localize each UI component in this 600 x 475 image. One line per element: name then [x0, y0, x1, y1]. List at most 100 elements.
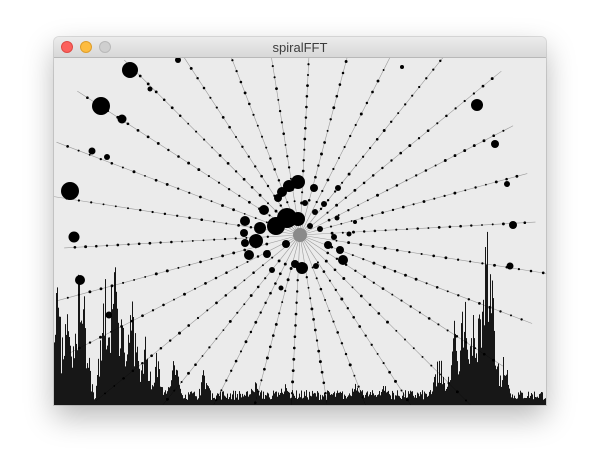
- spiral-outer-dot: [105, 311, 113, 319]
- spiral-dot: [188, 263, 191, 266]
- spiral-dot: [323, 141, 326, 144]
- spectrum-bar: [205, 389, 206, 405]
- spectrum-bar: [496, 369, 497, 405]
- spiral-dot: [225, 222, 228, 225]
- spectrum-bar: [258, 391, 259, 405]
- spiral-dot: [141, 314, 144, 318]
- spiral-dot: [408, 144, 412, 148]
- spectrum-bar: [80, 322, 81, 405]
- spectrum-bar: [123, 327, 124, 405]
- spiral-dot: [335, 94, 339, 98]
- spiral-dot: [357, 204, 360, 207]
- spiral-dot: [266, 235, 269, 238]
- spiral-dot: [399, 151, 403, 155]
- spiral-dot: [372, 281, 375, 284]
- spiral-dot: [417, 137, 421, 140]
- spectrum-bar: [201, 382, 202, 405]
- spiral-dot: [256, 285, 260, 289]
- title-bar[interactable]: spiralFFT: [54, 37, 546, 58]
- spiral-dot: [168, 339, 172, 342]
- spectrum-bar: [252, 390, 253, 405]
- spectrum-bar: [161, 387, 162, 405]
- spiral-dot: [376, 193, 379, 197]
- spiral-dot: [110, 284, 114, 288]
- spectrum-bar: [489, 308, 490, 405]
- spectrum-bar: [256, 383, 257, 405]
- spectrum-bar: [284, 391, 285, 405]
- spectrum-bar: [250, 394, 251, 405]
- spectrum-bar: [497, 366, 498, 405]
- spectrum-bar: [480, 319, 481, 405]
- spiral-dot: [77, 149, 80, 152]
- spiral-dot: [202, 86, 206, 90]
- spiral-dot: [317, 164, 320, 167]
- spectrum-bar: [349, 393, 350, 405]
- spiral-dot: [249, 330, 253, 334]
- spiral-dot: [196, 316, 200, 320]
- spiral-dot: [215, 301, 218, 305]
- spectrum-bar: [165, 390, 166, 405]
- spectrum-bar: [342, 391, 343, 405]
- spectrum-bar: [509, 388, 510, 405]
- spiral-dot: [448, 225, 452, 229]
- spectrum-bar: [309, 391, 310, 405]
- spectrum-bar: [257, 388, 258, 405]
- spectrum-bar: [485, 247, 486, 405]
- spiral-dot: [213, 238, 216, 241]
- spectrum-bar: [280, 393, 281, 405]
- spiral-dot: [433, 197, 436, 200]
- spectrum-bar: [403, 392, 404, 405]
- spiral-dot: [244, 340, 248, 344]
- spectrum-bar: [194, 391, 195, 405]
- minimize-button[interactable]: [80, 41, 92, 53]
- spiral-dot: [165, 182, 169, 186]
- spectrum-bar: [388, 390, 389, 405]
- spiral-dot: [408, 250, 411, 254]
- spectrum-bar: [413, 395, 414, 405]
- spiral-dot: [501, 222, 505, 226]
- spiral-dot: [416, 227, 419, 230]
- spiral-dot: [437, 323, 440, 326]
- spiral-outer-dot: [75, 275, 85, 285]
- spiral-dot: [132, 170, 136, 174]
- spiral-dot: [187, 371, 190, 375]
- spectrum-bar: [147, 358, 148, 405]
- spiral-dot: [394, 379, 397, 383]
- spiral-dot: [348, 363, 352, 367]
- spectrum-bar: [402, 395, 403, 405]
- spiral-dot: [326, 198, 330, 202]
- spiral-dot: [342, 277, 346, 280]
- spiral-dot: [99, 335, 102, 339]
- zoom-button[interactable]: [99, 41, 111, 53]
- spiral-dot: [351, 286, 354, 289]
- spiral-dot: [293, 335, 297, 338]
- cluster-dot: [296, 262, 308, 274]
- spiral-dot: [252, 271, 255, 274]
- spectrum-bar: [526, 398, 527, 405]
- spiral-dot: [217, 181, 221, 184]
- spectrum-bar: [473, 315, 474, 405]
- spiral-dot: [359, 243, 363, 246]
- spectrum-bar: [425, 393, 426, 405]
- spiral-dot: [430, 364, 433, 367]
- spectrum-bar: [168, 387, 169, 405]
- spiral-dot: [278, 272, 282, 276]
- spiral-dot: [405, 179, 408, 182]
- spiral-dot: [463, 99, 466, 103]
- spectrum-bar: [155, 366, 156, 405]
- spiral-dot: [209, 96, 212, 99]
- spectrum-bar: [399, 396, 400, 405]
- spiral-dot: [189, 66, 193, 70]
- spiral-dot: [236, 311, 239, 314]
- cluster-dot: [291, 260, 299, 268]
- spectrum-bar: [338, 392, 339, 405]
- spectrum-bar: [216, 395, 217, 405]
- close-button[interactable]: [61, 41, 73, 53]
- spectrum-bar: [461, 323, 462, 405]
- spiral-dot: [167, 148, 170, 152]
- spiral-dot: [412, 203, 415, 206]
- spectrum-bar: [310, 395, 311, 405]
- spiral-dot: [352, 316, 356, 319]
- spectrum-bar: [484, 325, 485, 405]
- spectrum-bar: [530, 395, 531, 405]
